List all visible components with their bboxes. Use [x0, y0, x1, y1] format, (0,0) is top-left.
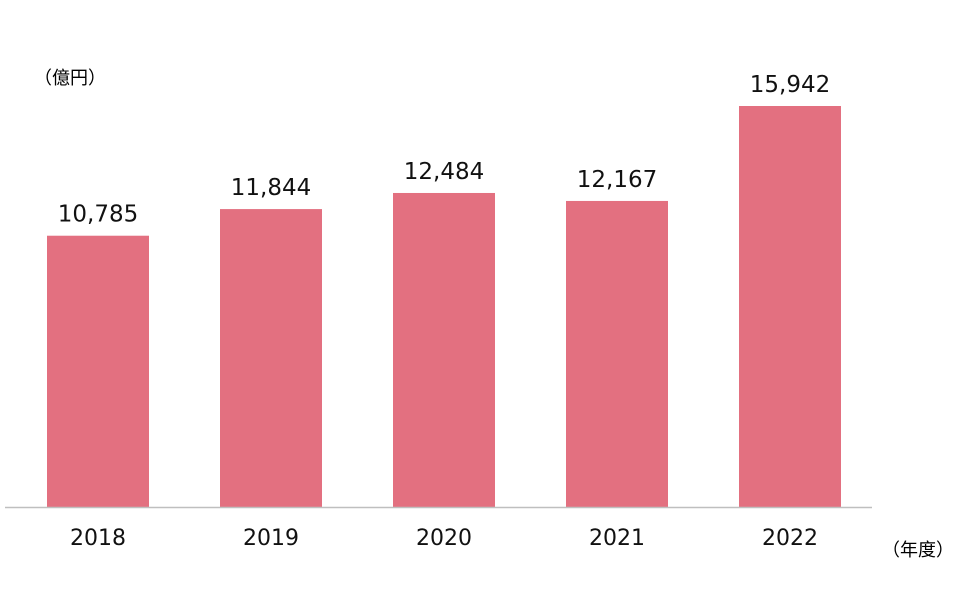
value-label-2021: 12,167	[577, 167, 657, 193]
bar-2022	[739, 106, 841, 507]
bar-2020	[393, 192, 495, 507]
x-tick-labels-group: 2018 2019 2020 2021 2022	[70, 526, 818, 551]
x-tick-label-2018: 2018	[70, 526, 126, 551]
value-labels-group: 10,785 11,844 12,484 12,167 15,942	[58, 72, 830, 228]
y-axis-unit-label: （億円）	[34, 68, 106, 89]
value-label-2022: 15,942	[750, 72, 830, 98]
bar-2019	[220, 209, 322, 508]
bars-group	[47, 106, 841, 508]
x-tick-label-2020: 2020	[416, 526, 472, 551]
value-label-2018: 10,785	[58, 202, 138, 228]
x-tick-label-2022: 2022	[762, 526, 818, 551]
value-label-2019: 11,844	[231, 175, 311, 201]
value-label-2020: 12,484	[404, 159, 484, 185]
x-tick-label-2021: 2021	[589, 526, 645, 551]
bar-2021	[566, 200, 668, 508]
x-tick-label-2019: 2019	[243, 526, 299, 551]
bar-2018	[47, 235, 149, 508]
x-axis-unit-label: （年度）	[882, 540, 954, 561]
